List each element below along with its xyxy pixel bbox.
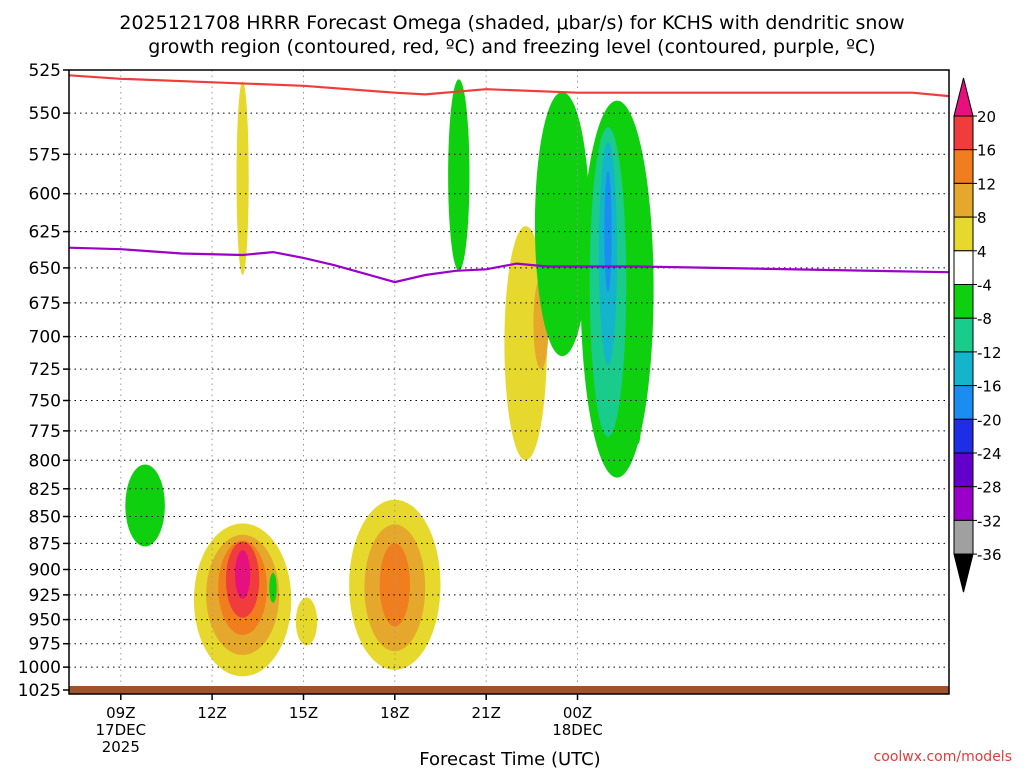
colorbar-label--20: -20: [977, 411, 1002, 429]
colorbar-box-5: [953, 284, 974, 319]
plot-frame: [68, 69, 950, 695]
omega-region-7: [269, 572, 277, 603]
omega-region-15: [534, 92, 590, 357]
chart-title-line2: growth region (contoured, red, ºC) and f…: [148, 36, 875, 58]
x-tick-label-12Z: 12Z: [197, 704, 226, 722]
colorbar-label--32: -32: [977, 512, 1002, 530]
omega-region-17: [634, 301, 643, 444]
y-tick-label-675: 675: [29, 294, 61, 314]
omega-shaded-regions: [125, 79, 654, 677]
colorbar-box-7: [953, 351, 974, 387]
y-tick-label-725: 725: [29, 360, 61, 380]
y-tick-label-525: 525: [29, 61, 61, 81]
omega-region-1: [125, 464, 165, 547]
omega-region-8: [295, 597, 318, 646]
x-axis-label: Forecast Time (UTC): [419, 749, 600, 768]
colorbar-bottom-arrow: [953, 553, 974, 593]
x-tick-label-09Z: 09Z: [106, 704, 135, 722]
y-tick-label-900: 900: [29, 561, 61, 581]
y-tick-label-950: 950: [29, 611, 61, 631]
omega-region-12: [504, 226, 547, 461]
colorbar-box-8: [953, 385, 974, 420]
colorbar-box-3: [953, 216, 974, 252]
x-tick-date-00Z: 18DEC: [552, 721, 603, 739]
y-tick-label-875: 875: [29, 534, 61, 554]
colorbar-label--4: -4: [977, 277, 992, 295]
x-tick-label-00Z: 00Z: [563, 704, 592, 722]
grid-lines: [69, 70, 949, 694]
ground-surface: [69, 686, 949, 694]
colorbar-label-16: 16: [977, 142, 996, 160]
colorbar-label--16: -16: [977, 378, 1002, 396]
x-tick-label-21Z: 21Z: [472, 704, 501, 722]
colorbar-box-10: [953, 452, 974, 488]
colorbar-label-4: 4: [977, 243, 987, 261]
colorbar-box-0: [953, 115, 974, 151]
omega-region-11: [379, 543, 410, 627]
colorbar-box-6: [953, 317, 974, 353]
colorbar-top-arrow: [953, 77, 974, 117]
y-tick-label-550: 550: [29, 104, 61, 124]
colorbar-label-8: 8: [977, 209, 987, 227]
y-tick-label-850: 850: [29, 508, 61, 528]
x-tick-year-09Z: 2025: [102, 738, 140, 756]
contour-lines: [68, 74, 950, 284]
colorbar-label--8: -8: [977, 310, 992, 328]
y-tick-label-975: 975: [29, 635, 61, 655]
credit-text: coolwx.com/models: [874, 749, 1012, 765]
omega-region-14: [448, 79, 470, 271]
y-tick-label-750: 750: [29, 392, 61, 412]
y-tick-label-1025: 1025: [18, 681, 61, 701]
y-tick-label-800: 800: [29, 451, 61, 471]
y-tick-label-650: 650: [29, 259, 61, 279]
y-tick-label-1000: 1000: [18, 658, 61, 678]
colorbar-box-2: [953, 182, 974, 218]
y-tick-label-700: 700: [29, 328, 61, 348]
x-tick-label-18Z: 18Z: [380, 704, 409, 722]
colorbar-box-4: [953, 250, 974, 286]
colorbar-label--28: -28: [977, 479, 1002, 497]
colorbar: 20 16 12 8 4 -4 -8 -12 -16 -20 -24 -28 -32 -36: [953, 77, 1002, 593]
colorbar-label--36: -36: [977, 546, 1002, 564]
y-tick-label-575: 575: [29, 145, 61, 165]
colorbar-label-20: 20: [977, 108, 996, 126]
y-tick-label-600: 600: [29, 185, 61, 205]
freezing-level-contour: [68, 246, 950, 284]
colorbar-label-12: 12: [977, 175, 996, 193]
colorbar-box-12: [953, 519, 974, 555]
colorbar-box-9: [953, 418, 974, 454]
y-tick-label-625: 625: [29, 223, 61, 243]
colorbar-label--24: -24: [977, 445, 1002, 463]
colorbar-box-1: [953, 149, 974, 184]
omega-region-0: [236, 81, 249, 276]
dendritic-growth-contour: [68, 74, 950, 98]
x-tick-label-15Z: 15Z: [289, 704, 318, 722]
colorbar-box-11: [953, 486, 974, 521]
y-tick-label-775: 775: [29, 422, 61, 442]
x-tick-date-09Z: 17DEC: [96, 721, 147, 739]
y-axis: 525 550 575 600 625 650 675 700 725 750 775 800 825 8…: [18, 61, 69, 701]
colorbar-label--12: -12: [977, 344, 1002, 362]
y-tick-label-825: 825: [29, 480, 61, 500]
chart-title-line1: 2025121708 HRRR Forecast Omega (shaded, …: [119, 12, 904, 34]
omega-region-6: [235, 550, 251, 599]
y-tick-label-925: 925: [29, 586, 61, 606]
